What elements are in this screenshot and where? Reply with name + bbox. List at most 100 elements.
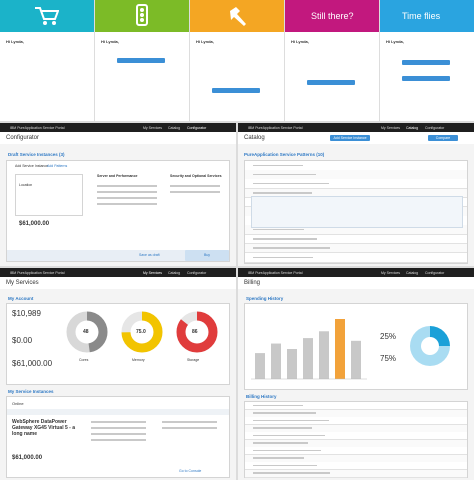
- top-bar: IBM PureApplication Service Portal My Se…: [238, 268, 474, 277]
- text-line: [253, 256, 313, 259]
- label[interactable]: Go to Console: [179, 469, 202, 473]
- button[interactable]: [307, 80, 355, 85]
- label: Hi Lynda,: [291, 39, 309, 44]
- label: My Service Instances: [8, 389, 54, 394]
- text-line: [253, 434, 325, 437]
- label: $0.00: [12, 336, 33, 345]
- label[interactable]: Add Patterns: [47, 164, 68, 168]
- label: IBM PureApplication Service Portal: [10, 270, 65, 275]
- compare-button[interactable]: Compare: [428, 135, 458, 141]
- label: $61,000.00: [19, 221, 50, 227]
- label[interactable]: My Services: [143, 270, 163, 275]
- gauge: [66, 311, 108, 353]
- email-row: Hi Lynda, Hi Lynda, Hi Lynda, Still ther…: [0, 0, 474, 121]
- text-line: [253, 427, 312, 429]
- label: Hi Lynda,: [6, 39, 24, 44]
- text-line: [253, 464, 317, 467]
- label: Hi Lynda,: [196, 39, 214, 44]
- text-line: [253, 238, 317, 240]
- button[interactable]: [402, 76, 450, 81]
- label: Billing History: [246, 394, 277, 399]
- label[interactable]: My Services: [143, 125, 163, 130]
- bar: [287, 349, 297, 379]
- label: Location: [19, 183, 33, 187]
- hammer-icon: [230, 7, 246, 26]
- label[interactable]: Configurator: [187, 125, 207, 130]
- subheader: [0, 277, 236, 289]
- instance-card: Online WebSphere DataPower Gateway XG45 …: [6, 396, 230, 478]
- text-line: [253, 472, 330, 474]
- card: Add Service Instance Add Patterns Locati…: [6, 160, 230, 262]
- label: Billing: [244, 280, 261, 286]
- shape: [136, 4, 148, 26]
- banner: [285, 0, 379, 32]
- label: $10,989: [12, 309, 41, 318]
- services-panel: IBM PureApplication Service Portal My Se…: [0, 268, 236, 480]
- account-card: $10,989 $0.00 $61,000.00 48 75.0 86 Core…: [6, 303, 230, 385]
- text-line: [253, 192, 312, 194]
- top-bar: IBM PureApplication Service Portal My Se…: [238, 123, 474, 132]
- text-line: [253, 164, 303, 167]
- bar: [351, 340, 361, 379]
- text-line: [253, 228, 304, 231]
- add-button[interactable]: Add Service Instance: [330, 135, 370, 141]
- text-line: [97, 191, 157, 193]
- shape: [121, 311, 163, 353]
- gauge: [176, 311, 218, 353]
- label[interactable]: My Services: [381, 270, 401, 275]
- bar: [319, 331, 329, 379]
- bar: [271, 343, 281, 379]
- label[interactable]: Save as draft: [139, 253, 160, 257]
- shape: [52, 21, 56, 25]
- label[interactable]: Add Service Instance: [15, 164, 49, 168]
- button[interactable]: [402, 60, 450, 65]
- label[interactable]: Configurator: [187, 270, 207, 275]
- item: [15, 174, 83, 216]
- text-line: [91, 427, 146, 429]
- label: Storage: [187, 358, 200, 362]
- banner: [0, 0, 94, 32]
- tile: Hi Lynda,: [190, 0, 285, 121]
- bar: [335, 319, 345, 379]
- top-bar: IBM PureApplication Service Portal My Se…: [0, 268, 236, 277]
- buy-button[interactable]: Buy: [185, 250, 229, 261]
- label: 48: [83, 329, 89, 335]
- text-line: [162, 427, 217, 429]
- configurator-panel: IBM PureApplication Service Portal My Se…: [0, 123, 236, 266]
- text-line: [91, 421, 146, 423]
- share-label: 75%: [380, 354, 396, 363]
- label[interactable]: Configurator: [425, 125, 445, 130]
- label: Configurator: [6, 135, 40, 141]
- tile: Hi Lynda,: [95, 0, 190, 121]
- footer-bar: [7, 250, 229, 261]
- bar: [303, 338, 313, 379]
- label: 86: [192, 329, 198, 335]
- label: PureApplication Service Patterns (10): [244, 152, 325, 157]
- label[interactable]: Catalog: [406, 125, 419, 130]
- shape: [35, 7, 59, 20]
- label[interactable]: Configurator: [425, 270, 445, 275]
- label[interactable]: Catalog: [168, 125, 181, 130]
- label: My Services: [6, 280, 39, 286]
- button[interactable]: [212, 88, 260, 93]
- tab-bar: [7, 409, 229, 415]
- label: Memory: [132, 358, 145, 362]
- label: IBM PureApplication Service Portal: [248, 270, 303, 275]
- button[interactable]: [117, 58, 165, 63]
- spending-chart: 25% 75%: [251, 319, 450, 380]
- text-line: [97, 197, 157, 199]
- share-label: 25%: [380, 332, 396, 341]
- table: [244, 160, 468, 264]
- text-line: [253, 247, 330, 249]
- spending-card: 25% 75%: [244, 303, 468, 390]
- row: [245, 469, 467, 478]
- billing-panel: IBM PureApplication Service Portal My Se…: [238, 268, 474, 480]
- label[interactable]: My Services: [381, 125, 401, 130]
- text-line: [253, 449, 321, 452]
- label: My Account: [8, 296, 34, 301]
- tile: Still there? Hi Lynda,: [285, 0, 380, 121]
- label[interactable]: Catalog: [406, 270, 419, 275]
- label[interactable]: Catalog: [168, 270, 181, 275]
- shape: [140, 8, 144, 12]
